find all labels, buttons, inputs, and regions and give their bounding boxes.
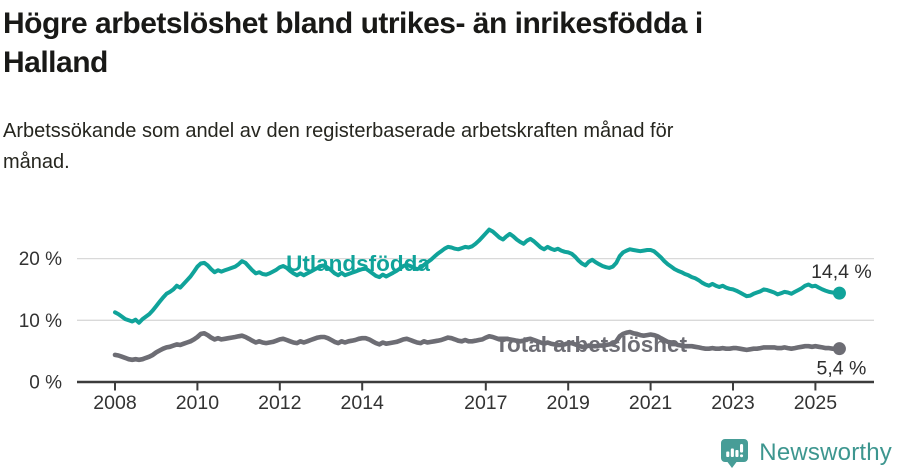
page-title: Högre arbetslöshet bland utrikes- än inr… xyxy=(3,4,863,82)
series-end-value-0: 14,4 % xyxy=(811,261,872,283)
newsworthy-logo-text: Newsworthy xyxy=(759,439,892,466)
x-axis-label-2010: 2010 xyxy=(176,392,220,414)
newsworthy-logo[interactable]: Newsworthy xyxy=(718,436,892,470)
newsworthy-logo-icon xyxy=(721,439,749,468)
x-axis-label-2023: 2023 xyxy=(711,392,754,414)
logo-bars xyxy=(726,444,744,458)
x-axis-label-2025: 2025 xyxy=(794,392,838,414)
y-axis-label-10: 10 % xyxy=(19,311,62,332)
page-subtitle-line-1: Arbetssökande som andel av den registerb… xyxy=(3,120,674,142)
series-line-0 xyxy=(113,227,842,325)
x-axis-label-2019: 2019 xyxy=(547,392,590,414)
y-axis-label-20: 20 % xyxy=(19,249,62,270)
x-axis-label-2012: 2012 xyxy=(258,392,301,414)
page-title-line-2: Halland xyxy=(3,46,108,79)
series-end-value-1: 5,4 % xyxy=(816,358,866,380)
series-line-1 xyxy=(112,329,842,363)
page-subtitle-line-2: månad. xyxy=(3,151,70,173)
series-end-dot-1 xyxy=(832,342,846,356)
series-label-1: Total arbetslöshet xyxy=(495,332,688,357)
page-subtitle: Arbetssökande som andel av den registerb… xyxy=(3,116,863,178)
x-axis-label-2008: 2008 xyxy=(93,392,136,414)
x-axis-label-2014: 2014 xyxy=(341,392,385,414)
series-label-0: Utlandsfödda xyxy=(286,251,430,276)
series-end-dot-0 xyxy=(832,286,846,300)
x-axis-label-2021: 2021 xyxy=(629,392,672,414)
x-axis-label-2017: 2017 xyxy=(464,392,507,414)
y-axis-label-0: 0 % xyxy=(29,373,62,394)
page-title-line-1: Högre arbetslöshet bland utrikes- än inr… xyxy=(3,7,703,40)
